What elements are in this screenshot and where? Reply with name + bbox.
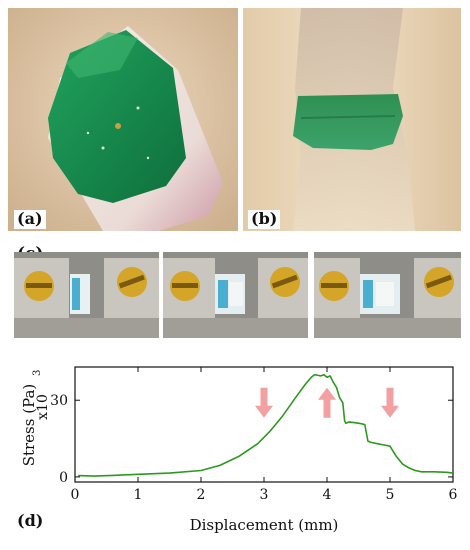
photo-a-image xyxy=(8,8,238,231)
x-tick-label: 2 xyxy=(197,487,206,503)
y-multiplier-exponent: 3 xyxy=(32,370,43,376)
arrow-down-icon xyxy=(381,387,399,418)
panel-label-a: (a) xyxy=(14,210,46,229)
photo-a xyxy=(8,8,238,231)
clamp-image-2 xyxy=(163,252,308,338)
y-tick-label: 30 xyxy=(50,393,68,409)
x-tick-label: 0 xyxy=(71,487,80,503)
x-tick-label: 5 xyxy=(386,487,395,503)
y-axis-ticks: 0 30 xyxy=(50,393,453,486)
stress-displacement-chart: 0 1 2 3 4 5 6 0 30 Displacement (mm) Stress (Pa… xyxy=(20,366,458,534)
x-tick-label: 3 xyxy=(260,487,269,503)
plot-frame xyxy=(74,366,454,483)
photo-c-1 xyxy=(14,252,159,338)
x-axis-label: Displacement (mm) xyxy=(190,516,339,534)
x-tick-label: 4 xyxy=(323,487,332,503)
stress-curve xyxy=(78,373,454,477)
x-tick-label: 6 xyxy=(449,487,458,503)
photo-b-image xyxy=(243,8,461,231)
y-tick-label: 0 xyxy=(59,470,68,486)
photo-c-3 xyxy=(314,252,461,338)
x-axis-ticks: 0 1 2 3 4 5 6 xyxy=(71,367,458,503)
y-multiplier: x10 xyxy=(35,394,51,420)
panel-label-d: (d) xyxy=(17,511,44,530)
y-axis-label: Stress (Pa) xyxy=(20,384,38,467)
clamp-image-3 xyxy=(314,252,461,338)
arrow-up-icon xyxy=(318,387,336,418)
arrow-down-icon xyxy=(255,387,273,418)
photo-c-2 xyxy=(163,252,308,338)
annotation-arrows xyxy=(255,387,399,418)
photo-b xyxy=(243,8,461,231)
clamp-image-1 xyxy=(14,252,159,338)
panel-label-b: (b) xyxy=(248,210,281,229)
x-tick-label: 1 xyxy=(134,487,143,503)
